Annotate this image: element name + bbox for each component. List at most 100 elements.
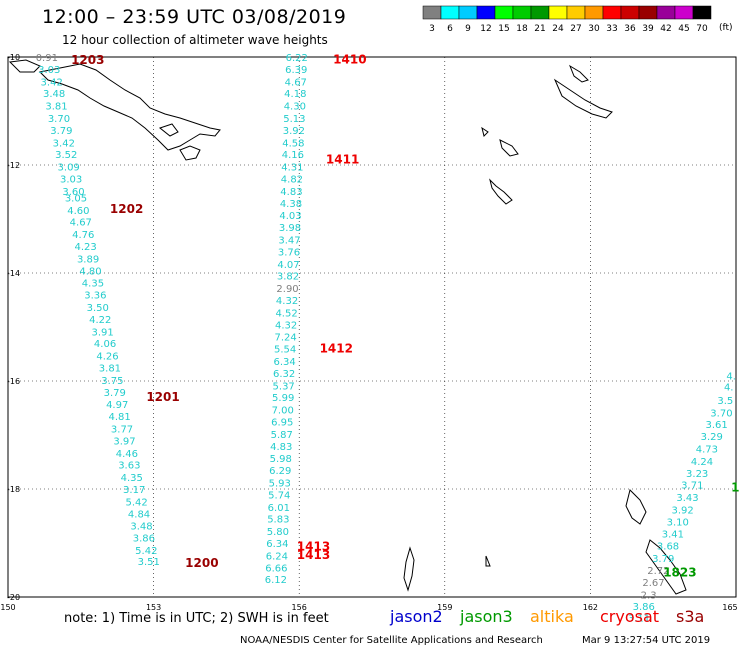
- wave-height-value: 3.41: [662, 529, 684, 540]
- wave-height-value: 3.91: [92, 327, 114, 338]
- wave-height-value: 4.03: [279, 211, 301, 222]
- wave-height-value: 5.42: [135, 546, 157, 557]
- pass-time-label: 1201: [146, 390, 179, 404]
- wave-height-value: 3.76: [278, 247, 300, 258]
- wave-height-value: 3.43: [676, 493, 698, 504]
- color-legend-swatch: [476, 5, 496, 20]
- wave-height-value: 4.: [724, 382, 734, 393]
- new-caledonia-coast: [625, 489, 647, 525]
- wave-height-value: 4.46: [116, 449, 138, 460]
- wave-height-value: 4.30: [284, 102, 306, 113]
- satellite-legend-jason3: jason3: [460, 607, 513, 626]
- wave-height-value: 7.24: [274, 333, 296, 344]
- wave-height-value: 4.31: [281, 163, 303, 174]
- satellite-legend-jason2: jason2: [390, 607, 443, 626]
- wave-height-value: 3.10: [667, 517, 689, 528]
- wave-height-value: 4.24: [691, 457, 713, 468]
- longitude-tick-label: 153: [146, 603, 161, 612]
- color-legend-label: 15: [498, 24, 509, 34]
- longitude-tick-label: 165: [722, 603, 737, 612]
- wave-height-value: 5.83: [267, 515, 289, 526]
- wave-height-value: 3.92: [283, 126, 305, 137]
- color-legend-swatch: [422, 5, 442, 20]
- longitude-tick-label: 159: [437, 603, 452, 612]
- color-legend-swatch: [566, 5, 586, 20]
- solomon-islands-coast-2: [568, 64, 589, 83]
- wave-height-value: 4.83: [270, 442, 292, 453]
- color-legend-label: 30: [588, 24, 600, 34]
- pass-time-label: 1411: [326, 153, 359, 167]
- latitude-tick-label: -16: [7, 377, 20, 386]
- map-title: 12:00 – 23:59 UTC 03/08/2019: [42, 6, 347, 28]
- color-legend-label: 6: [447, 24, 453, 34]
- generation-timestamp: Mar 9 13:27:54 UTC 2019: [582, 635, 711, 646]
- color-legend-label: 70: [696, 24, 708, 34]
- color-legend-label: 12: [480, 24, 491, 34]
- wave-height-value: 3.97: [113, 436, 135, 447]
- map-frame: [7, 56, 737, 598]
- pass-time-label: 1200: [185, 556, 218, 570]
- wave-height-value: 3.70: [48, 114, 70, 125]
- latitude-tick-label: -12: [7, 161, 20, 170]
- wave-height-value: 5.87: [271, 430, 293, 441]
- wave-height-value: 6.66: [265, 563, 287, 574]
- satellite-legend-s3a: s3a: [676, 607, 705, 626]
- color-legend-swatch: [674, 5, 694, 20]
- wave-height-value: 3.09: [58, 163, 80, 174]
- wave-height-value: 5.13: [283, 114, 305, 125]
- wave-height-value: 2.90: [276, 284, 298, 295]
- wave-height-value: 5.54: [274, 345, 296, 356]
- wave-height-value: 3.79: [50, 126, 72, 137]
- color-legend-label: 18: [516, 24, 528, 34]
- pass-time-label: 1: [731, 480, 739, 494]
- wave-height-value: 4.16: [282, 150, 304, 161]
- pass-time-label: 1413: [297, 540, 330, 554]
- satellite-legend-cryosat: cryosat: [600, 607, 660, 626]
- color-legend-label: 24: [552, 24, 564, 34]
- latitude-tick-label: -10: [7, 53, 20, 62]
- latitude-tick-label: -20: [7, 593, 20, 602]
- wave-height-value: 6.24: [266, 551, 288, 562]
- wave-height-value: 3.29: [701, 432, 723, 443]
- wave-height-value: 4.80: [79, 266, 101, 277]
- color-legend-swatch: [638, 5, 658, 20]
- color-legend-swatch: [548, 5, 568, 20]
- wave-height-value: 3.77: [111, 425, 133, 436]
- color-legend-swatch: [494, 5, 514, 20]
- color-legend-label: 3: [429, 24, 435, 34]
- pass-time-label: 1410: [333, 53, 366, 67]
- credit-line: NOAA/NESDIS Center for Satellite Applica…: [240, 635, 543, 646]
- wave-height-value: 4.97: [106, 400, 128, 411]
- longitude-tick-label: 150: [0, 603, 15, 612]
- chesterfield-islands-coast: [403, 546, 415, 592]
- pass-time-label: 1203: [71, 53, 104, 67]
- wave-height-value: 4.83: [280, 187, 302, 198]
- papua-new-guinea-coast: [38, 63, 221, 151]
- color-legend-label: 21: [534, 24, 545, 34]
- wave-height-value: 5.37: [273, 381, 295, 392]
- wave-height-value: 4.52: [275, 308, 297, 319]
- color-legend-swatch: [584, 5, 604, 20]
- wave-height-value: 4.35: [82, 279, 104, 290]
- pass-time-label: 1823: [663, 566, 696, 580]
- wave-height-value: 3.81: [99, 364, 121, 375]
- wave-height-value: 3.79: [104, 388, 126, 399]
- footnote: note: 1) Time is in UTC; 2) SWH is in fe…: [64, 611, 329, 626]
- wave-height-value: 7.00: [272, 406, 294, 417]
- solomon-islands-coast-4: [481, 126, 489, 137]
- wave-height-value: 2.72: [647, 566, 669, 577]
- wave-height-value: 4.23: [75, 242, 97, 253]
- wave-height-value: 0.91: [36, 53, 58, 64]
- wave-height-value: 6.34: [266, 539, 288, 550]
- color-legend-label: 9: [465, 24, 471, 34]
- axis-tick-labels: 150 153 156 159 162 165 -10 -12 -14 -16 -18 -20: [0, 53, 737, 612]
- rennell-island-coast: [489, 178, 513, 205]
- wave-height-value: 4.81: [108, 412, 130, 423]
- wave-height-value: 4.38: [280, 199, 302, 210]
- wave-height-value: 4.06: [94, 339, 116, 350]
- color-legend-swatch: [440, 5, 460, 20]
- wave-height-value: 5.80: [267, 527, 289, 538]
- wave-height-value: 3.75: [101, 376, 123, 387]
- latitude-tick-label: -14: [7, 269, 20, 278]
- color-legend-swatch: [692, 5, 712, 20]
